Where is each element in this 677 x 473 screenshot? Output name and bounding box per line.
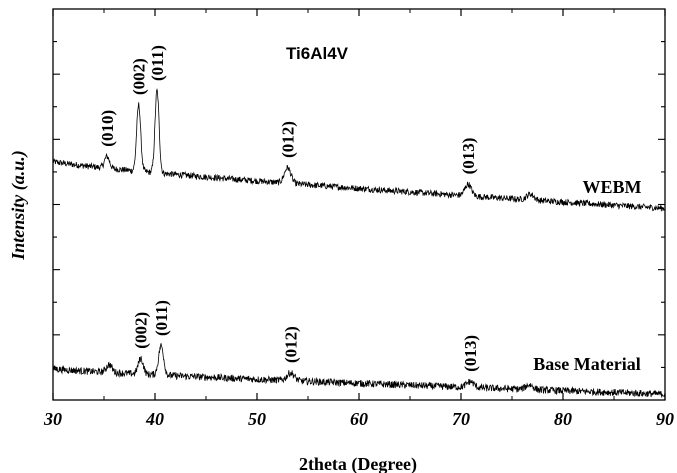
peak-label: (002) [130,58,149,95]
axis-ticks: 30 40 50 60 70 80 90 [43,9,674,429]
peak-label: (011) [148,45,167,81]
y-axis-title: Intensity (a.u.) [8,150,29,261]
series-layer [52,88,666,398]
x-tick-label: 40 [145,409,164,429]
x-tick-label: 90 [656,409,674,429]
peak-label: (012) [279,121,298,158]
peak-label: (012) [282,326,301,363]
series-label-base-material: Base Material [533,354,640,374]
peak-label: (011) [152,300,171,336]
x-tick-label: 60 [350,409,368,429]
series-line-base-material [52,343,666,398]
peak-label: (013) [459,138,478,175]
peak-label: (010) [98,110,117,147]
x-axis-title: 2theta (Degree) [299,454,417,473]
series-label-webm: WEBM [582,177,641,197]
peak-labels: (010)(002) (011)(012) (013)(002) (011)(012)… [98,45,480,372]
x-tick-label: 50 [248,409,266,429]
series-line-webm [52,88,666,212]
peak-label: (013) [461,335,480,372]
x-tick-label: 30 [43,409,62,429]
peak-label: (002) [132,312,151,349]
x-tick-label: 70 [452,409,470,429]
chart-title: Ti6Al4V [286,44,349,63]
x-tick-label: 80 [554,409,572,429]
